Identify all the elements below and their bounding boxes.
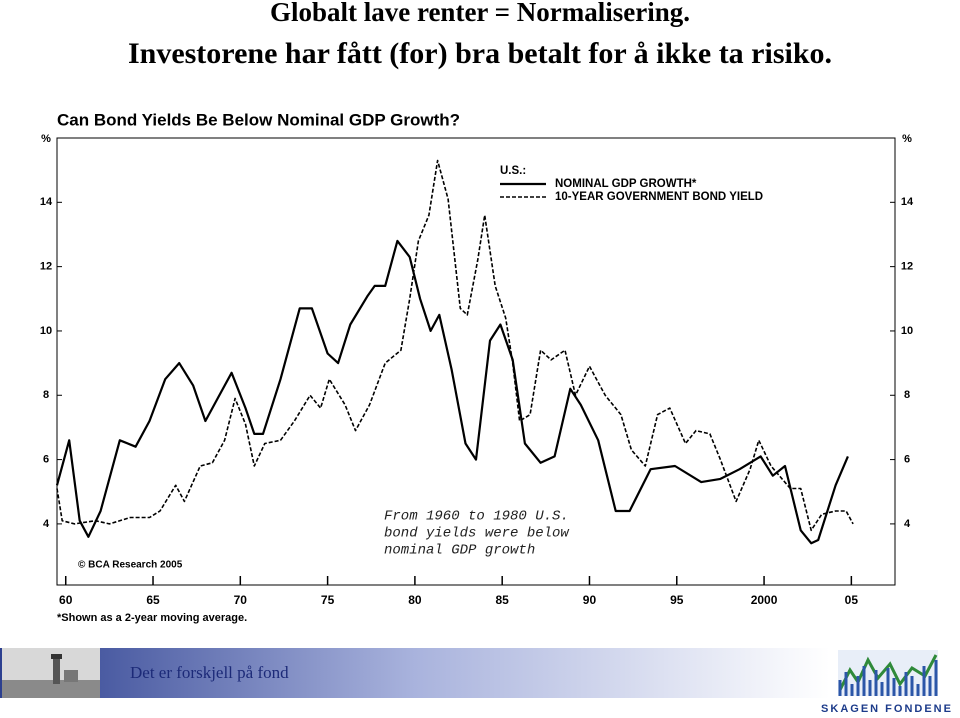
y-tick-label: 10: [40, 325, 52, 337]
footnote: *Shown as a 2-year moving average.: [57, 612, 247, 624]
y-tick-label: 4: [43, 518, 50, 530]
y-tick-label: 6: [43, 453, 49, 465]
legend-label: 10-YEAR GOVERNMENT BOND YIELD: [555, 191, 763, 203]
logo-text: SKAGEN FONDENE: [821, 703, 953, 715]
annotation: bond yields were below: [384, 526, 569, 542]
x-tick-label: 65: [146, 593, 160, 607]
annotation: nominal GDP growth: [384, 543, 535, 559]
y-tick-label: 8: [904, 389, 910, 401]
y-tick-label: 12: [901, 261, 913, 273]
slide-title: Globalt lave renter = Normalisering.: [270, 0, 690, 27]
y-tick-label: 14: [40, 196, 53, 208]
y-tick-label: 8: [43, 389, 49, 401]
footer-band: [0, 648, 830, 698]
plot-frame: [56, 137, 896, 586]
y-tick-label: 4: [904, 518, 911, 530]
x-tick-label: 05: [845, 593, 859, 607]
x-tick-label: 2000: [751, 593, 778, 607]
chart-title: Can Bond Yields Be Below Nominal GDP Gro…: [57, 110, 460, 129]
legend-label: NOMINAL GDP GROWTH*: [555, 178, 697, 190]
tagline: Det er forskjell på fond: [130, 663, 289, 682]
x-tick-label: 70: [234, 593, 248, 607]
slide-title: Investorene har fått (for) bra betalt fo…: [128, 37, 832, 70]
x-tick-label: 95: [670, 593, 684, 607]
y-tick-label: 14: [901, 196, 914, 208]
y-tick-label: 10: [901, 325, 913, 337]
y-tick-label: 6: [904, 453, 910, 465]
logo-graphic: [838, 650, 938, 696]
x-tick-label: 85: [496, 593, 510, 607]
x-tick-label: 80: [408, 593, 422, 607]
source: © BCA Research 2005: [78, 560, 183, 571]
x-tick-label: 90: [583, 593, 597, 607]
annotation: From 1960 to 1980 U.S.: [384, 509, 569, 525]
x-tick-label: 60: [59, 593, 73, 607]
lighthouse-photo: [2, 648, 100, 698]
legend-title: U.S.:: [500, 165, 526, 177]
x-tick-label: 75: [321, 593, 335, 607]
y-unit: %: [41, 133, 51, 145]
y-tick-label: 12: [40, 261, 52, 273]
series-line: [56, 159, 854, 532]
y-unit: %: [902, 133, 912, 145]
series-line: [55, 239, 849, 545]
